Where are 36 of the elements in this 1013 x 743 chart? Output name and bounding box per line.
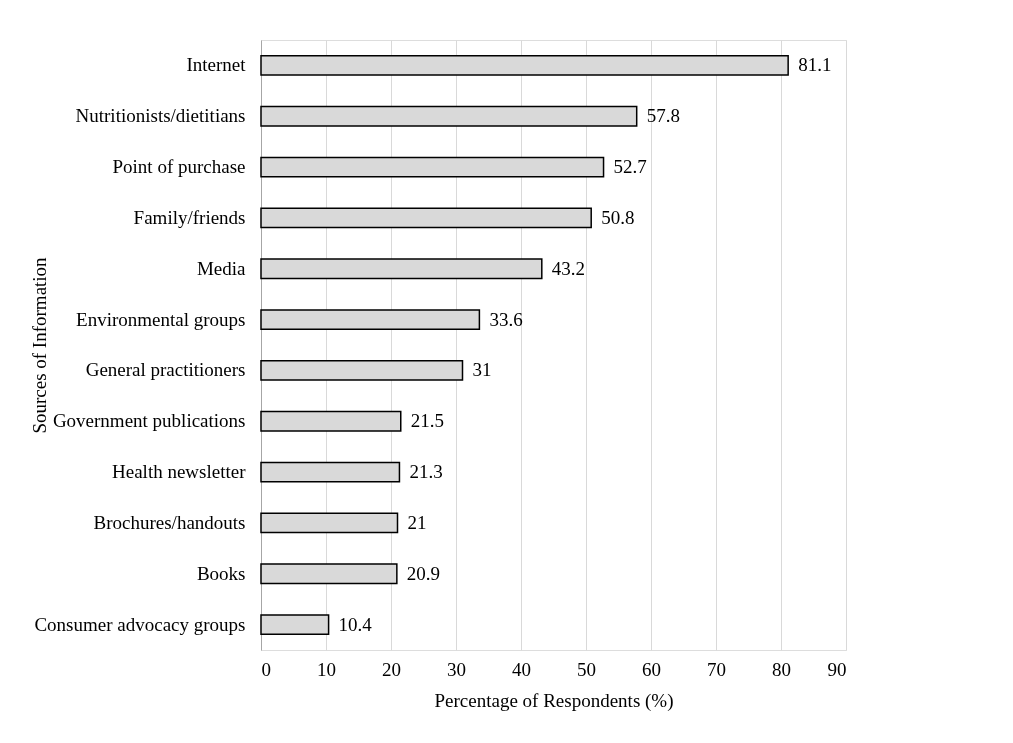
- x-tick-label: 50: [577, 658, 596, 680]
- y-tick-label: Family/friends: [133, 206, 246, 228]
- x-tick-label: 60: [642, 658, 661, 680]
- data-label: 52.7: [613, 156, 647, 178]
- x-tick-label: 10: [317, 658, 336, 680]
- data-label: 33.6: [489, 308, 523, 330]
- data-label: 57.8: [646, 105, 680, 127]
- data-label: 43.2: [551, 257, 586, 279]
- data-label: 31: [472, 359, 492, 381]
- x-tick-label: 30: [447, 658, 466, 680]
- y-tick-label: Point of purchase: [112, 156, 246, 178]
- data-label: 10.4: [338, 613, 373, 635]
- y-tick-label: Books: [196, 562, 246, 584]
- x-axis-title: Percentage of Respondents (%): [434, 689, 674, 712]
- data-label: 21.3: [409, 461, 443, 483]
- x-tick-label: 40: [512, 658, 531, 680]
- data-label: 21: [407, 511, 427, 533]
- data-label: 50.8: [601, 206, 635, 228]
- y-tick-label: Environmental groups: [76, 308, 246, 330]
- x-tick-label: 20: [382, 658, 401, 680]
- y-tick-label: Brochures/handouts: [93, 511, 246, 533]
- y-tick-label: Health newsletter: [112, 461, 247, 483]
- x-tick-label: 0: [261, 658, 271, 680]
- data-label: 20.9: [406, 562, 441, 584]
- y-tick-label: Government publications: [52, 410, 246, 432]
- y-tick-label: Internet: [186, 54, 247, 76]
- data-label: 21.5: [410, 410, 444, 432]
- x-tick-label: 70: [707, 658, 726, 680]
- y-tick-label: Media: [196, 257, 247, 279]
- data-label: 81.1: [798, 54, 832, 76]
- y-tick-label: Consumer advocacy groups: [34, 613, 246, 635]
- x-tick-label: 90: [827, 658, 847, 680]
- x-tick-label: 80: [772, 658, 791, 680]
- y-tick-label: Nutritionists/dietitians: [75, 105, 246, 127]
- y-tick-label: General practitioners: [85, 359, 246, 381]
- y-axis-title: Sources of Information: [28, 256, 50, 434]
